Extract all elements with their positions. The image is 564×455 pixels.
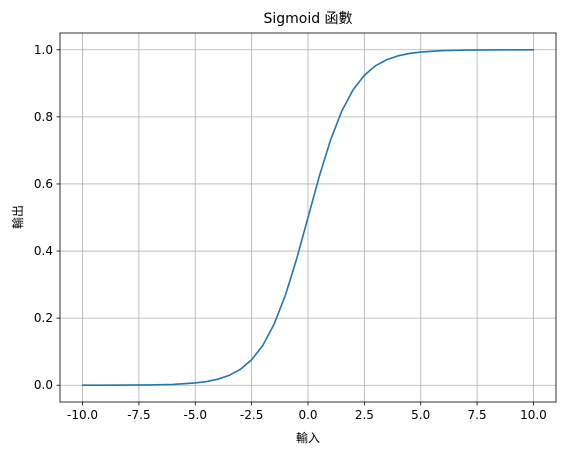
y-tick-label: 0.2 [34, 311, 53, 325]
series-line [81, 48, 535, 387]
y-tick-label: 0.8 [34, 110, 53, 124]
y-tick-label: 0.4 [34, 244, 53, 258]
y-tick-label: 0.6 [34, 177, 53, 191]
x-tick-label: -7.5 [127, 408, 150, 422]
x-tick-label: 10.0 [520, 408, 547, 422]
x-tick-label: -5.0 [184, 408, 207, 422]
series-group [81, 48, 535, 387]
y-tick-label: 0.0 [34, 378, 53, 392]
x-tick-label: 0.0 [298, 408, 317, 422]
y-tick-label: 1.0 [34, 43, 53, 57]
x-tick-label: 2.5 [355, 408, 374, 422]
x-tick-label: -10.0 [67, 408, 98, 422]
x-tick-label: -2.5 [240, 408, 263, 422]
y-axis-label: 輸出 [10, 205, 25, 229]
y-axis-ticks: 0.0 0.2 0.4 0.6 0.8 1.0 [34, 43, 60, 392]
x-tick-label: 7.5 [468, 408, 487, 422]
chart-title: Sigmoid 函數 [263, 11, 352, 27]
x-axis-ticks: -10.0 -7.5 -5.0 -2.5 0.0 2.5 5.0 7.5 10.0 [67, 402, 547, 422]
x-tick-label: 5.0 [411, 408, 430, 422]
x-axis-label: 輸入 [296, 430, 320, 445]
